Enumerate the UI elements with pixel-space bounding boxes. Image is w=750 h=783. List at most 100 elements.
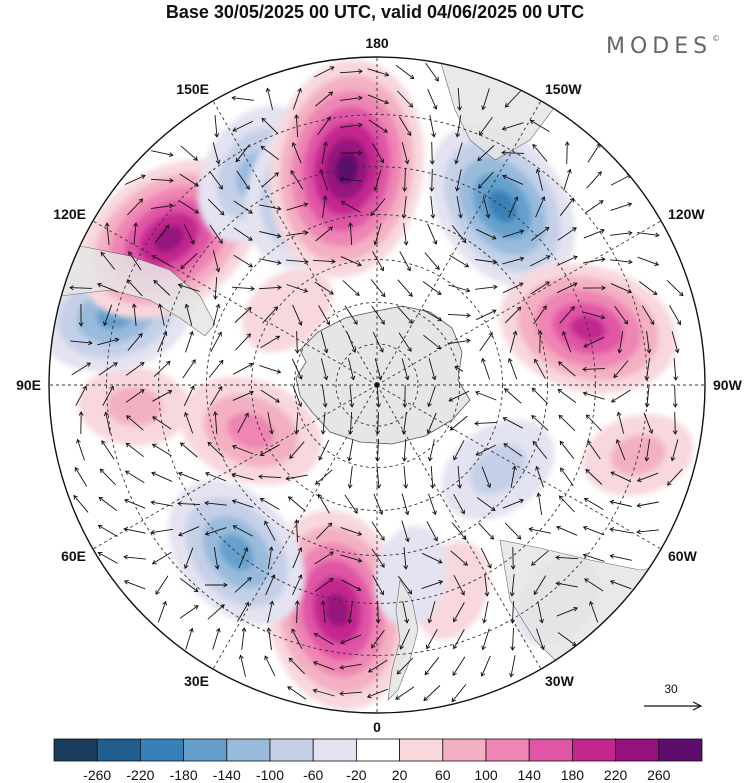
wind-vector bbox=[507, 357, 518, 380]
wind-vector bbox=[293, 411, 299, 435]
wind-vector bbox=[340, 122, 363, 128]
wind-vector bbox=[347, 439, 354, 462]
wind-vector bbox=[557, 227, 577, 241]
wind-vector bbox=[259, 204, 282, 211]
wind-vector bbox=[235, 333, 252, 351]
wind-vector bbox=[504, 90, 521, 108]
wind-vector bbox=[558, 495, 575, 513]
wind-vector bbox=[609, 579, 632, 590]
colorbar-swatch bbox=[269, 738, 314, 762]
wind-vector bbox=[152, 390, 173, 402]
anomaly-center bbox=[429, 123, 576, 289]
wind-vector bbox=[582, 525, 605, 536]
wind-vector bbox=[233, 200, 253, 214]
wind-vector bbox=[584, 200, 604, 214]
wind-vector bbox=[157, 600, 167, 623]
wind-vector bbox=[373, 493, 384, 516]
wind-vector bbox=[150, 500, 173, 507]
wind-vector bbox=[372, 251, 384, 272]
wind-vector bbox=[287, 496, 306, 512]
wind-vector bbox=[530, 226, 550, 241]
wind-vector bbox=[454, 142, 463, 165]
wind-vector bbox=[401, 196, 407, 219]
wind-vector bbox=[238, 654, 246, 677]
wind-vector bbox=[266, 627, 272, 650]
wind-vector bbox=[401, 358, 410, 381]
wind-vector bbox=[450, 550, 468, 566]
wind-vector bbox=[475, 228, 497, 240]
longitude-label: 150W bbox=[545, 81, 582, 97]
wind-vector bbox=[231, 499, 254, 508]
longitude-label: 180 bbox=[365, 35, 389, 51]
wind-vector bbox=[582, 366, 606, 372]
wind-vector bbox=[320, 331, 329, 354]
wind-vector bbox=[233, 227, 253, 241]
wind-vector bbox=[207, 604, 225, 620]
wind-vector bbox=[238, 546, 249, 569]
colorbar-label: 260 bbox=[647, 767, 671, 783]
wind-vector bbox=[291, 141, 302, 164]
wind-vector bbox=[285, 259, 309, 265]
new-zealand-landmass bbox=[387, 579, 419, 701]
wind-vector bbox=[610, 283, 632, 294]
colorbar-label: 140 bbox=[518, 767, 542, 783]
wind-vector bbox=[370, 198, 386, 217]
wind-vector bbox=[397, 279, 413, 297]
wind-vector bbox=[510, 627, 516, 651]
meridian-line bbox=[92, 384, 378, 550]
wind-vector bbox=[340, 201, 361, 213]
wind-vector bbox=[205, 471, 227, 482]
wind-vector bbox=[561, 330, 572, 353]
wind-vector bbox=[534, 358, 546, 379]
wind-vector bbox=[212, 303, 221, 326]
wind-vector bbox=[212, 250, 221, 273]
wind-vector bbox=[426, 629, 438, 650]
wind-vector bbox=[484, 574, 490, 597]
wind-vector bbox=[401, 493, 410, 516]
wind-vector bbox=[672, 411, 678, 435]
brand-name: MODES bbox=[606, 34, 713, 59]
wind-vector bbox=[340, 554, 363, 563]
wind-vector bbox=[509, 330, 518, 353]
map-title: Base 30/05/2025 00 UTC, valid 04/06/2025… bbox=[165, 2, 585, 22]
colorbar-swatch bbox=[485, 738, 530, 762]
longitude-label: 30W bbox=[545, 673, 575, 689]
colorbar-label: -220 bbox=[126, 767, 154, 783]
wind-vector bbox=[232, 390, 254, 401]
wind-vector bbox=[150, 178, 174, 183]
wind-vector bbox=[285, 474, 308, 481]
wind-vectors bbox=[69, 62, 684, 703]
wind-vector bbox=[127, 279, 143, 297]
wind-vector bbox=[372, 143, 384, 164]
wind-vector bbox=[150, 528, 173, 535]
wind-vector bbox=[453, 440, 465, 461]
wind-vector bbox=[501, 150, 525, 156]
wind-vector bbox=[503, 443, 523, 457]
wind-vector bbox=[128, 251, 142, 271]
wind-vector bbox=[367, 659, 388, 673]
wind-vector bbox=[180, 253, 198, 270]
wind-vector bbox=[71, 362, 92, 376]
wind-vector bbox=[183, 385, 195, 407]
wind-vector bbox=[96, 282, 119, 293]
wind-vector bbox=[264, 520, 276, 541]
wind-vector bbox=[475, 259, 498, 265]
colorbar-label: -140 bbox=[213, 767, 241, 783]
wind-vector bbox=[555, 581, 578, 588]
wind-vector bbox=[235, 144, 251, 163]
colorbar-swatch bbox=[528, 738, 573, 762]
wind-vector bbox=[371, 629, 385, 649]
wind-vector bbox=[610, 389, 631, 403]
wind-vector bbox=[260, 335, 281, 349]
wind-vector bbox=[638, 281, 658, 296]
wind-vector bbox=[259, 497, 280, 510]
wind-vector bbox=[212, 142, 221, 165]
wind-vector bbox=[427, 223, 438, 245]
anomaly-center bbox=[374, 525, 447, 627]
wind-vector bbox=[582, 553, 605, 562]
wind-vector bbox=[530, 281, 550, 295]
wind-vector bbox=[209, 170, 223, 190]
wind-vector bbox=[207, 198, 225, 216]
wind-vector bbox=[427, 88, 438, 110]
wind-vector bbox=[479, 332, 493, 352]
